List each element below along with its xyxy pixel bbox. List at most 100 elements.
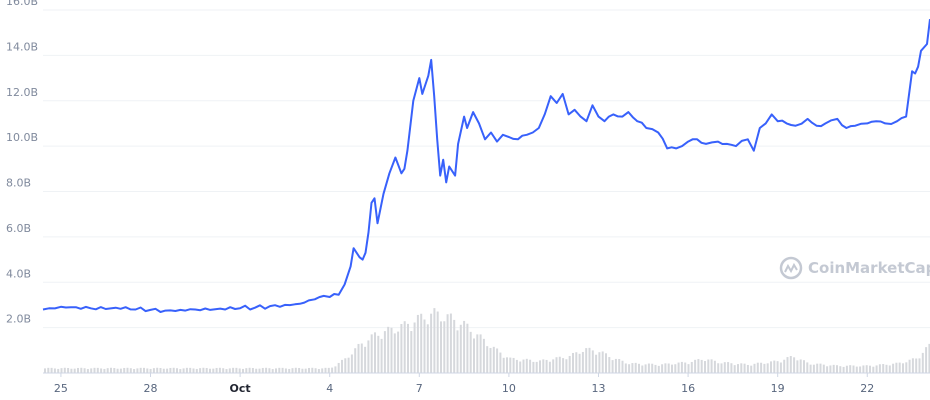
- volume-bar: [756, 362, 759, 373]
- volume-bar: [433, 308, 436, 373]
- volume-bar: [888, 365, 891, 373]
- volume-bar: [750, 365, 753, 373]
- volume-bar: [816, 363, 819, 373]
- volume-bar: [575, 352, 578, 373]
- y-tick-label: 6.0B: [6, 222, 31, 235]
- volume-bar: [47, 367, 50, 373]
- x-tick-label: 13: [591, 382, 605, 395]
- volume-bar: [694, 359, 697, 373]
- volume-bar: [905, 362, 908, 373]
- volume-bar: [278, 367, 281, 373]
- y-axis-ticks: 2.0B 4.0B 6.0B 8.0B 10.0B 12.0B 14.0B 16.0B: [6, 0, 38, 326]
- volume-bar: [647, 363, 650, 373]
- volume-bar: [664, 363, 667, 373]
- coinmarketcap-logo-wave-icon: [784, 262, 798, 274]
- volume-bar: [235, 367, 238, 373]
- volume-bar: [113, 368, 116, 373]
- volume-bar: [496, 348, 499, 373]
- volume-bar: [572, 352, 574, 373]
- volume-bar: [836, 365, 838, 373]
- volume-bar: [885, 364, 888, 373]
- volume-bar: [248, 367, 251, 373]
- volume-bar: [205, 368, 208, 373]
- price-line-layer: [42, 18, 930, 313]
- volume-bar: [621, 360, 624, 373]
- volume-bar: [522, 359, 525, 373]
- volume-bar: [902, 363, 904, 373]
- volume-bar: [786, 357, 789, 373]
- watermark: CoinMarketCap: [779, 256, 930, 280]
- x-tick-label: 19: [771, 382, 785, 395]
- volume-bar: [100, 368, 103, 373]
- volume-bar: [608, 357, 611, 373]
- volume-bar: [878, 364, 881, 373]
- volume-bar: [146, 368, 149, 373]
- volume-bar: [552, 359, 555, 373]
- volume-bar: [908, 359, 911, 373]
- volume-bar: [265, 367, 268, 373]
- volume-bar: [463, 320, 466, 373]
- volume-bar: [588, 347, 591, 373]
- volume-bar: [743, 363, 746, 373]
- volume-bar: [605, 353, 607, 373]
- volume-bar: [562, 358, 565, 373]
- volume-bar: [73, 368, 76, 373]
- volume-bar: [684, 362, 687, 373]
- volume-bar: [387, 326, 390, 373]
- volume-bar: [149, 368, 152, 373]
- volume-bar: [317, 369, 320, 373]
- volume-bar: [803, 360, 805, 373]
- grid-lines: [43, 9, 930, 329]
- volume-bar: [202, 367, 205, 373]
- volume-bar: [895, 362, 898, 373]
- volume-bar: [654, 364, 657, 373]
- volume-bar: [304, 368, 307, 373]
- volume-bar: [793, 357, 796, 373]
- volume-bar: [86, 369, 89, 373]
- volume-bar: [337, 362, 340, 373]
- volume-bar: [449, 313, 452, 373]
- volume-bar: [212, 368, 215, 373]
- volume-bar: [624, 363, 627, 373]
- volume-bar: [921, 352, 924, 373]
- y-tick-label: 12.0B: [6, 86, 38, 99]
- volume-bar: [532, 361, 535, 373]
- volume-bar: [344, 358, 347, 373]
- volume-bar: [410, 331, 413, 373]
- volume-bar: [809, 364, 812, 373]
- volume-bar: [63, 367, 66, 373]
- volume-bar: [420, 313, 423, 373]
- volume-bar: [898, 362, 901, 373]
- volume-bar: [799, 359, 802, 373]
- volume-bar: [331, 367, 334, 373]
- volume-bar: [641, 365, 644, 373]
- volume-bar: [515, 359, 518, 373]
- volume-bar: [70, 368, 73, 373]
- watermark-text: CoinMarketCap: [808, 259, 930, 277]
- volume-bar: [166, 368, 169, 373]
- volume-bar: [525, 358, 528, 373]
- volume-bar: [638, 363, 640, 373]
- volume-bar: [865, 365, 868, 373]
- volume-bar: [466, 323, 469, 373]
- volume-bar: [783, 359, 786, 373]
- volume-bar: [383, 331, 386, 373]
- volume-bar: [159, 368, 162, 373]
- volume-bar: [156, 367, 159, 373]
- volume-bar: [44, 368, 46, 373]
- volume-bar: [374, 332, 376, 373]
- volume-bar: [667, 363, 670, 373]
- volume-bar: [370, 334, 373, 373]
- volume-bar: [601, 351, 604, 373]
- volume-bar: [628, 364, 631, 373]
- volume-bar: [482, 338, 485, 373]
- volume-bar: [859, 366, 862, 373]
- volume-bar: [169, 367, 172, 373]
- volume-bar: [116, 368, 119, 373]
- volume-bar: [321, 368, 324, 373]
- y-tick-label: 16.0B: [6, 0, 38, 8]
- volume-bar: [892, 363, 895, 373]
- volume-bar: [238, 368, 241, 373]
- volume-bar: [789, 356, 792, 373]
- x-tick-label: Oct: [230, 382, 251, 395]
